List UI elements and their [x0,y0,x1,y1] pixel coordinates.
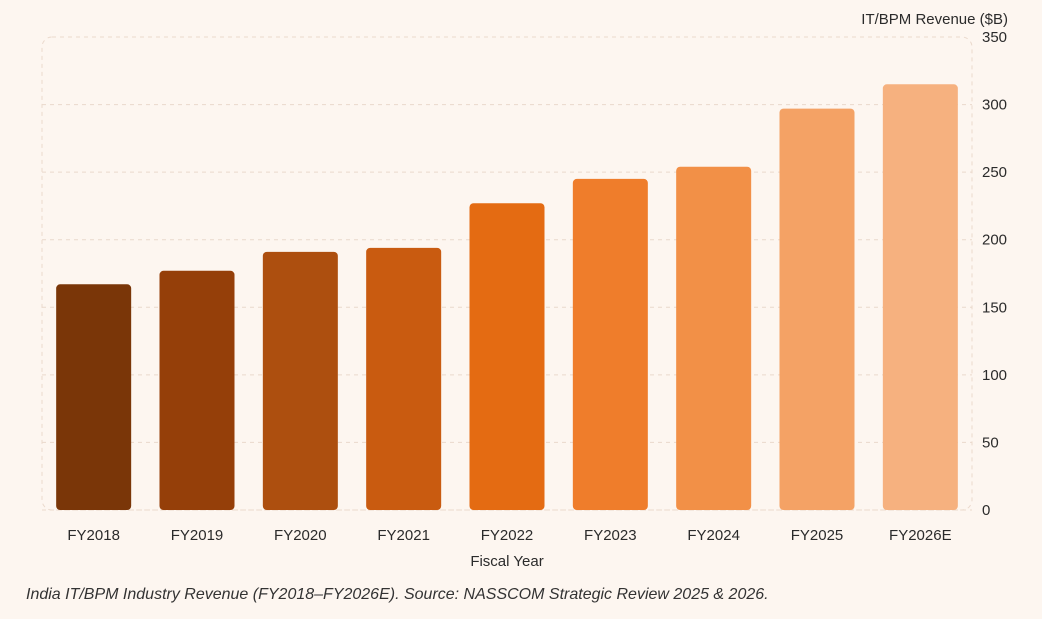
y-tick-label: 350 [982,29,1007,46]
bar-fy2025 [779,108,855,510]
x-tick-label: FY2024 [687,527,740,544]
bar-fy2019 [159,270,235,510]
x-tick-label: FY2026E [889,527,952,544]
chart-caption: India IT/BPM Industry Revenue (FY2018–FY… [26,586,769,603]
y-tick-label: 0 [982,502,990,519]
bars [56,84,958,511]
bar-fy2024 [676,166,752,511]
y-tick-label: 100 [982,367,1007,384]
y-tick-label: 50 [982,434,999,451]
bar-fy2018 [56,284,132,510]
bar-fy2020 [262,251,338,510]
y-tick-label: 150 [982,299,1007,316]
y-tick-labels: 0 50 100 150 200 250 300 350 [982,29,1007,519]
y-axis-title: IT/BPM Revenue ($B) [861,11,1008,28]
x-tick-label: FY2023 [584,527,637,544]
y-tick-label: 300 [982,97,1007,114]
x-tick-label: FY2022 [481,527,534,544]
x-tick-label: FY2025 [791,527,844,544]
bar-fy2026e [882,84,958,511]
x-tick-label: FY2020 [274,527,327,544]
x-tick-label: FY2018 [67,527,120,544]
x-axis-title: Fiscal Year [470,553,543,570]
bar-fy2023 [572,178,648,510]
y-tick-label: 250 [982,164,1007,181]
x-tick-labels: FY2018 FY2019 FY2020 FY2021 FY2022 FY2023 FY20… [67,527,951,544]
bar-fy2021 [366,247,442,510]
x-tick-label: FY2021 [377,527,430,544]
y-tick-label: 200 [982,232,1007,249]
bar-fy2022 [469,203,545,510]
x-tick-label: FY2019 [171,527,224,544]
